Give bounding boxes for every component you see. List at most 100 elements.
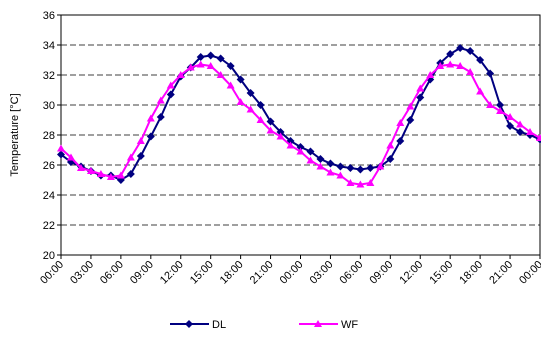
series-layer <box>57 44 541 188</box>
data-point-dl <box>366 164 375 172</box>
data-point-wf <box>146 114 155 122</box>
data-point-wf <box>376 162 385 170</box>
legend: DL WF <box>170 319 358 331</box>
data-point-wf <box>216 71 225 78</box>
data-point-wf <box>416 84 425 92</box>
data-point-dl <box>336 162 345 171</box>
x-tick-label: 12:00 <box>158 259 186 287</box>
y-tick-label: 30 <box>43 100 55 112</box>
data-point-wf <box>486 101 495 108</box>
legend-label-wf: WF <box>341 319 358 331</box>
data-point-wf <box>96 170 105 177</box>
data-point-wf <box>116 171 125 179</box>
data-point-dl <box>136 152 145 160</box>
x-tick-label: 00:00 <box>278 259 306 287</box>
data-point-wf <box>426 71 435 78</box>
y-axis-label: Temperature [°C] <box>9 93 21 176</box>
data-point-wf <box>106 173 115 180</box>
data-point-wf <box>136 137 145 144</box>
data-point-dl <box>126 170 135 178</box>
x-tick-label: 03:00 <box>308 259 336 287</box>
data-point-wf <box>446 60 455 68</box>
data-point-dl <box>196 53 205 61</box>
data-point-dl <box>396 137 405 145</box>
x-tick-label: 00:00 <box>38 259 66 287</box>
data-point-wf <box>346 179 355 186</box>
data-point-wf <box>156 96 165 104</box>
data-point-dl <box>236 75 245 84</box>
y-tick-label: 24 <box>43 190 55 202</box>
x-tick-label: 15:00 <box>188 259 216 287</box>
data-point-wf <box>506 113 515 120</box>
x-axis-ticks: 00:00 03:00 06:00 09:00 12:00 15:00 18:00 21:00… <box>38 255 541 287</box>
data-point-wf <box>476 87 485 95</box>
data-point-wf <box>296 147 305 155</box>
x-tick-label: 00:00 <box>517 259 541 287</box>
data-point-dl <box>306 147 315 156</box>
data-point-wf <box>186 63 195 71</box>
data-point-wf <box>226 81 235 89</box>
x-tick-label: 18:00 <box>457 259 485 287</box>
y-tick-label: 32 <box>43 70 55 82</box>
data-point-wf <box>326 168 335 176</box>
x-tick-label: 12:00 <box>397 259 425 287</box>
y-tick-label: 36 <box>43 10 55 22</box>
y-tick-label: 26 <box>43 160 55 172</box>
data-point-wf <box>396 119 405 126</box>
data-point-wf <box>496 107 505 114</box>
data-point-wf <box>536 134 541 141</box>
data-point-wf <box>366 179 375 186</box>
data-point-dl <box>316 155 325 163</box>
data-point-dl <box>206 51 215 60</box>
series-dl <box>57 44 541 184</box>
x-tick-label: 21:00 <box>487 259 515 287</box>
x-tick-label: 09:00 <box>367 259 395 287</box>
data-point-wf <box>356 180 365 188</box>
data-point-dl <box>256 101 265 109</box>
x-tick-label: 06:00 <box>338 259 366 287</box>
data-point-wf <box>336 171 345 179</box>
data-point-wf <box>196 60 205 68</box>
data-point-dl <box>356 165 365 174</box>
data-point-wf <box>456 62 465 69</box>
legend-label-dl: DL <box>212 319 226 331</box>
legend-item-wf: WF <box>299 319 358 331</box>
x-tick-label: 03:00 <box>68 259 96 287</box>
data-point-dl <box>246 89 255 97</box>
data-point-wf <box>436 62 445 69</box>
data-point-wf <box>86 167 95 174</box>
data-point-wf <box>66 153 75 161</box>
data-point-dl <box>266 117 275 126</box>
data-point-dl <box>416 93 425 102</box>
data-point-wf <box>286 141 295 149</box>
series-line-wf <box>60 63 541 186</box>
legend-marker-dl <box>185 320 193 328</box>
data-point-wf <box>386 141 395 149</box>
series-wf <box>57 60 541 188</box>
data-point-dl <box>486 69 495 78</box>
legend-marker-wf <box>314 320 322 327</box>
data-point-wf <box>466 68 475 75</box>
data-point-wf <box>306 156 315 164</box>
data-point-wf <box>206 62 215 69</box>
data-point-dl <box>216 54 225 63</box>
data-point-wf <box>406 102 415 110</box>
data-point-dl <box>506 122 515 130</box>
data-point-dl <box>496 101 505 109</box>
y-tick-label: 22 <box>43 220 55 232</box>
data-point-dl <box>166 90 175 99</box>
data-point-wf <box>266 126 275 134</box>
x-tick-label: 09:00 <box>128 259 156 287</box>
data-point-dl <box>226 62 235 70</box>
data-point-dl <box>57 150 65 159</box>
data-point-dl <box>446 50 455 58</box>
legend-item-dl: DL <box>170 319 226 331</box>
x-tick-label: 18:00 <box>218 259 246 287</box>
x-tick-label: 15:00 <box>427 259 455 287</box>
y-tick-label: 34 <box>43 40 55 52</box>
data-point-wf <box>256 116 265 123</box>
data-point-wf <box>246 105 255 113</box>
data-point-dl <box>516 128 525 136</box>
data-point-dl <box>276 128 285 136</box>
